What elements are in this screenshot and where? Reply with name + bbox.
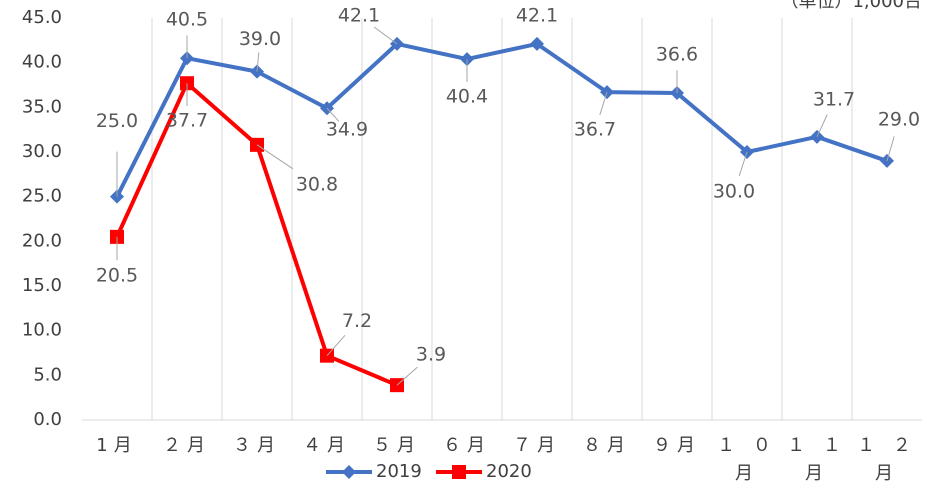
x-tick-label-line: 月 <box>735 463 759 484</box>
data-label: 7.2 <box>342 310 372 332</box>
data-label: 30.8 <box>296 173 338 195</box>
leader-line <box>396 366 418 386</box>
unit-annotation: （単位）1,000台 <box>780 0 922 12</box>
y-tick-label: 15.0 <box>22 275 62 296</box>
marker <box>460 52 474 67</box>
x-tick-label: ３月 <box>233 435 281 456</box>
leader-line <box>256 52 260 72</box>
data-label: 3.9 <box>416 344 446 366</box>
x-tick-label: ７月 <box>513 435 561 456</box>
leader-line <box>886 136 895 162</box>
data-label: 30.0 <box>713 181 755 203</box>
marker <box>452 465 466 479</box>
x-tick-label: １ １ 月 <box>787 435 847 484</box>
y-tick-label: 20.0 <box>22 230 62 251</box>
legend-label: 2020 <box>486 461 532 482</box>
x-tick-label-line: 月 <box>805 463 829 484</box>
leader-line <box>326 334 346 357</box>
x-tick-label: ２月 <box>163 435 211 456</box>
x-tick-label: １ ０ 月 <box>717 435 777 484</box>
leader-line <box>738 151 748 177</box>
x-tick-label: ９月 <box>653 435 701 456</box>
x-tick-label-line: １ ２ <box>857 435 917 456</box>
y-tick-label: 40.0 <box>22 52 62 73</box>
legend-label: 2019 <box>376 461 422 482</box>
y-tick-label: 30.0 <box>22 141 62 162</box>
data-label: 29.0 <box>878 108 920 130</box>
x-tick-label: ６月 <box>443 435 491 456</box>
leader-line <box>256 144 294 170</box>
y-tick-label: 45.0 <box>22 7 62 28</box>
data-label: 37.7 <box>166 110 208 132</box>
x-tick-label: ４月 <box>303 435 351 456</box>
leader-line <box>816 114 828 138</box>
leader-line <box>326 107 340 122</box>
x-tick-label-line: １ ０ <box>717 435 777 456</box>
data-label: 40.4 <box>446 86 488 108</box>
marker <box>530 36 544 51</box>
data-label: 31.7 <box>813 88 855 110</box>
marker <box>342 465 356 479</box>
x-tick-label: １ ２ 月 <box>857 435 917 484</box>
legend-item: 2019 <box>326 461 422 482</box>
data-label: 36.7 <box>574 119 616 141</box>
data-label: 39.0 <box>239 28 281 50</box>
y-tick-label: 10.0 <box>22 320 62 341</box>
y-tick-label: 5.0 <box>33 364 62 385</box>
x-tick-label: ５月 <box>373 435 421 456</box>
data-label: 25.0 <box>96 110 138 132</box>
data-label: 42.1 <box>338 4 380 26</box>
leader-line <box>373 26 398 45</box>
y-tick-label: 25.0 <box>22 186 62 207</box>
data-label: 42.1 <box>516 4 558 26</box>
series-line <box>115 41 888 198</box>
data-label: 36.6 <box>656 44 698 66</box>
leader-line <box>599 91 608 116</box>
y-tick-label: 35.0 <box>22 96 62 117</box>
data-label: 20.5 <box>96 264 138 286</box>
data-label: 40.5 <box>166 9 208 31</box>
legend-item: 2020 <box>436 461 532 482</box>
x-tick-label-line: １ １ <box>787 435 847 456</box>
x-tick-label: 1月 <box>96 435 137 456</box>
x-tick-label: ８月 <box>583 435 631 456</box>
x-tick-label-line: 月 <box>875 463 899 484</box>
y-tick-label: 0.0 <box>33 409 62 430</box>
data-label: 34.9 <box>326 119 368 141</box>
